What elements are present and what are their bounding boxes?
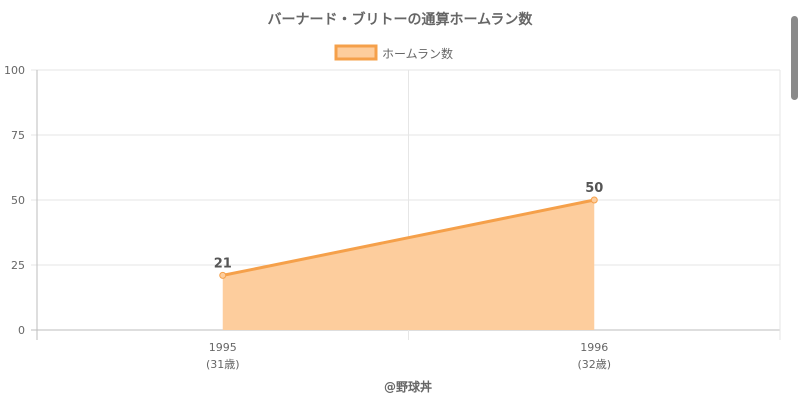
y-tick-label: 100	[4, 64, 25, 77]
scrollbar[interactable]	[788, 0, 800, 400]
y-tick-label: 75	[11, 129, 25, 142]
footer-credit: @野球丼	[384, 379, 432, 394]
chart-title: バーナード・ブリトーの通算ホームラン数	[268, 11, 534, 28]
y-axis: 0 25 50 75 100	[4, 64, 25, 337]
y-tick-label: 0	[18, 324, 25, 337]
legend-label[interactable]: ホームラン数	[382, 46, 453, 61]
x-axis: 1995 (31歳) 1996 (32歳)	[206, 341, 611, 371]
grid	[31, 69, 781, 340]
y-tick-label: 50	[11, 194, 25, 207]
data-point	[590, 196, 598, 204]
series-area	[222, 200, 595, 330]
x-tick-label: 1996	[580, 341, 608, 354]
data-point	[219, 271, 227, 279]
data-label: 50	[585, 181, 603, 196]
x-tick-sublabel: (31歳)	[206, 358, 240, 371]
scrollbar-thumb[interactable]	[791, 16, 798, 100]
x-tick-sublabel: (32歳)	[577, 358, 611, 371]
legend-swatch[interactable]	[334, 44, 378, 61]
x-tick-label: 1995	[209, 341, 237, 354]
y-tick-label: 25	[11, 259, 25, 272]
data-label: 21	[214, 256, 232, 271]
plot-area: 21 50	[214, 181, 603, 330]
series-line	[222, 198, 595, 277]
